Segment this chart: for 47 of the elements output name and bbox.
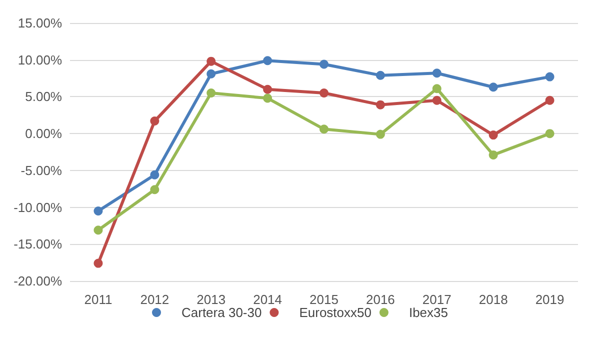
point bbox=[376, 70, 385, 80]
point bbox=[263, 84, 272, 94]
point bbox=[94, 226, 103, 235]
point bbox=[206, 88, 216, 98]
y-tick-label: -15.00% bbox=[14, 236, 62, 252]
x-tick-label: 2013 bbox=[196, 292, 226, 307]
point bbox=[432, 68, 442, 78]
point bbox=[150, 185, 160, 194]
legend-label: Eurostoxx50 bbox=[299, 305, 372, 320]
x-tick-label: 2011 bbox=[84, 292, 112, 307]
y-tick-label: -20.00% bbox=[14, 274, 62, 288]
y-tick-label: 5.00% bbox=[25, 89, 62, 104]
x-tick-label: 2012 bbox=[140, 292, 170, 307]
x-tick-label: 2017 bbox=[422, 292, 452, 307]
legend-label: Cartera 30-30 bbox=[182, 305, 262, 320]
y-tick-label: -10.00% bbox=[14, 200, 62, 215]
y-tick-label: 0.00% bbox=[25, 126, 62, 142]
point bbox=[150, 170, 160, 180]
point bbox=[376, 130, 385, 139]
point bbox=[376, 100, 385, 110]
point bbox=[320, 124, 328, 134]
point bbox=[263, 56, 272, 66]
point bbox=[545, 129, 554, 138]
point bbox=[488, 82, 498, 92]
point bbox=[206, 69, 216, 78]
y-tick-label: -5.00% bbox=[20, 162, 62, 178]
x-tick-label: 2016 bbox=[366, 292, 395, 307]
point bbox=[320, 88, 328, 98]
y-tick-label: 10.00% bbox=[18, 52, 62, 68]
x-tick-label: 2015 bbox=[310, 292, 338, 307]
point bbox=[432, 96, 442, 105]
x-tick-label: 2014 bbox=[253, 292, 282, 307]
point bbox=[488, 130, 498, 140]
point bbox=[150, 116, 160, 126]
point bbox=[320, 60, 328, 69]
point bbox=[488, 150, 498, 160]
point bbox=[545, 96, 554, 105]
point bbox=[545, 72, 554, 82]
point bbox=[94, 206, 103, 216]
point bbox=[263, 94, 272, 103]
legend-label: Ibex35 bbox=[408, 305, 448, 320]
point bbox=[432, 84, 442, 94]
y-tick-label: 15.00% bbox=[18, 16, 62, 30]
x-tick-label: 2018 bbox=[478, 292, 508, 307]
point bbox=[206, 56, 216, 66]
point bbox=[94, 258, 103, 268]
x-tick-label: 2019 bbox=[535, 292, 564, 307]
